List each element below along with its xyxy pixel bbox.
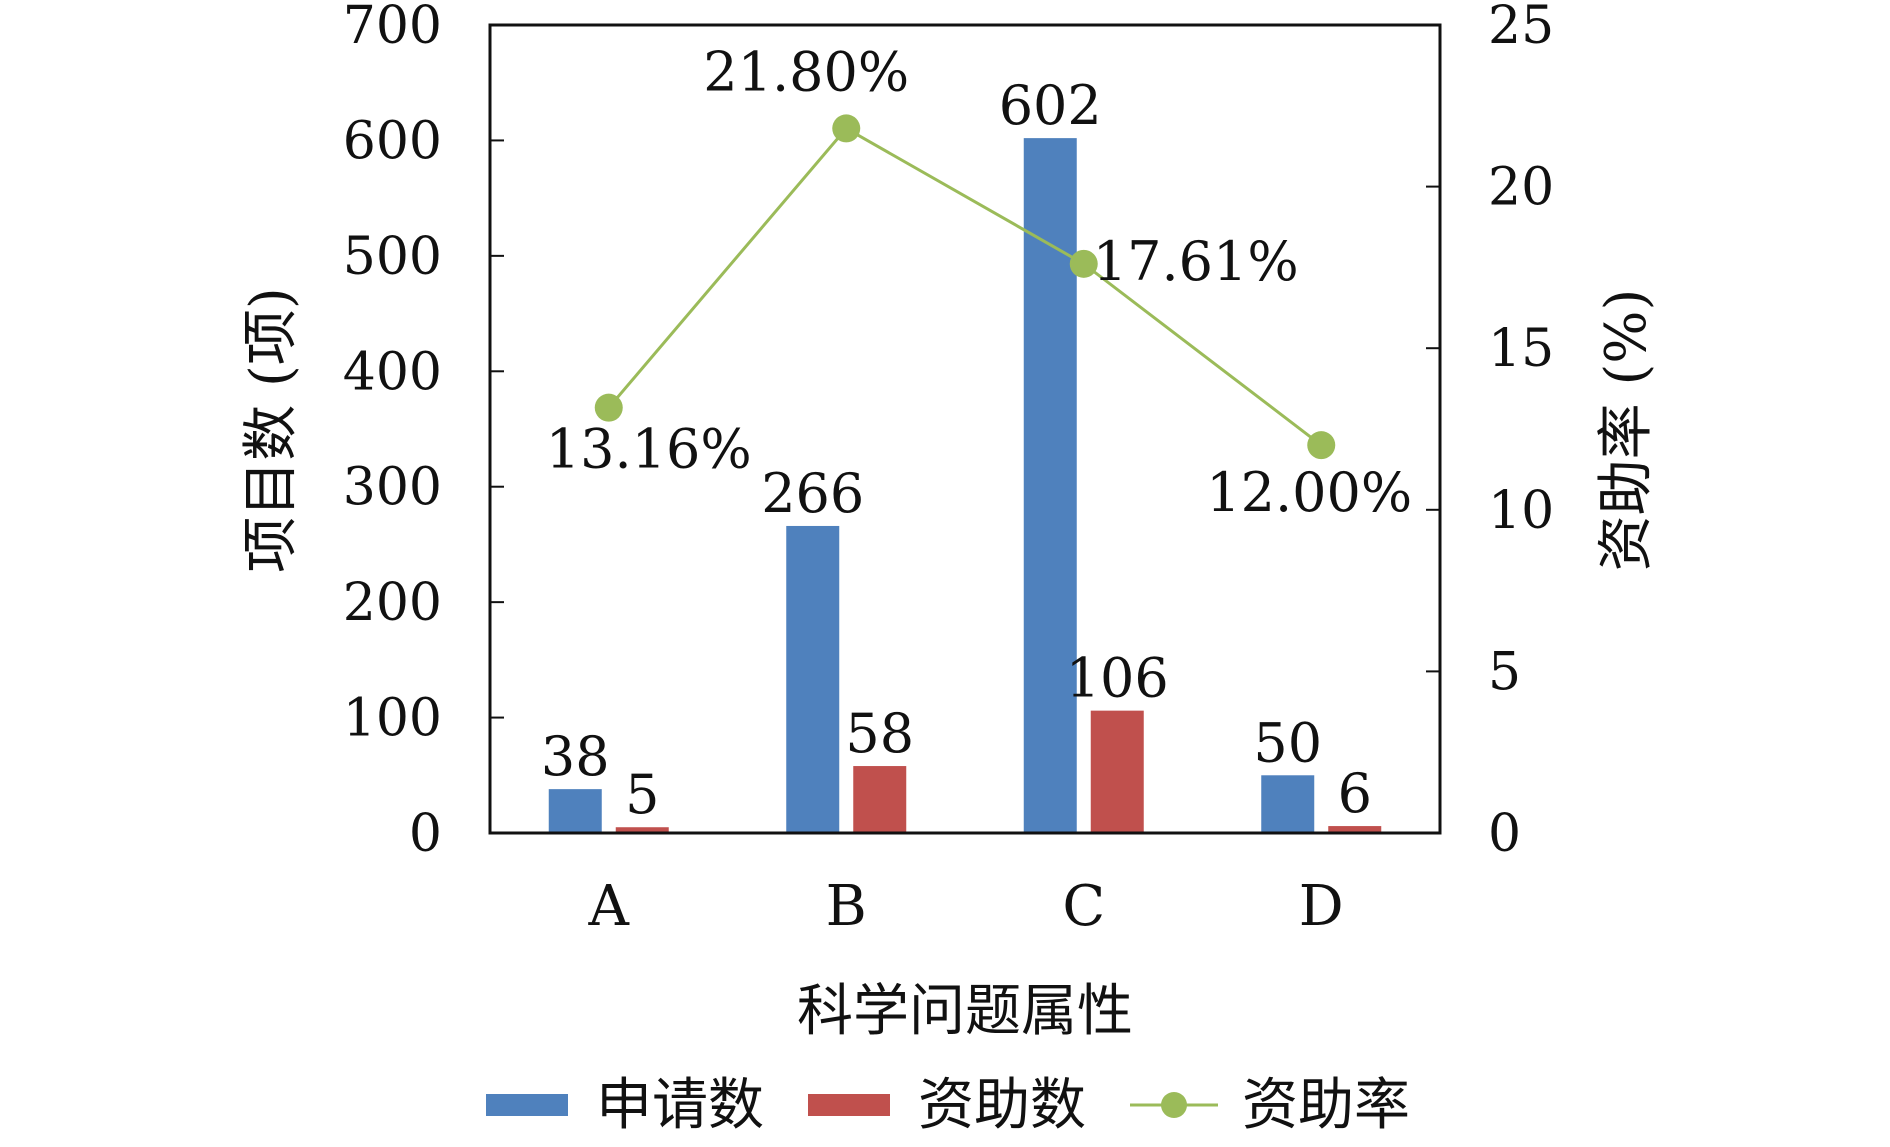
line-layer [594, 114, 1336, 460]
left-tick-label-400: 400 [343, 342, 442, 402]
bar-applications-A [548, 789, 602, 833]
bars-layer [548, 138, 1382, 833]
legend-swatch-marker-rate [1161, 1092, 1187, 1118]
x-axis-title: 科学问题属性 [797, 979, 1133, 1044]
x-axis-ticks: A B C D [588, 874, 1344, 939]
bar-funded-A [615, 827, 669, 833]
bar-applications-D [1261, 775, 1315, 833]
data-label-applications-A: 38 [541, 725, 610, 788]
bar-funded-B [853, 766, 907, 833]
data-labels: 385 266 58 602 106 50 6 13.16% 21.80% 17.61% 12.00… [541, 40, 1412, 826]
data-label-rate-A: 13.16% [546, 418, 752, 481]
data-label-applications-D: 50 [1253, 711, 1322, 774]
legend-label-rate: 资助率 [1242, 1073, 1410, 1138]
right-tick-label-15: 15 [1488, 319, 1554, 379]
data-label-funded-C: 106 [1066, 647, 1169, 710]
left-tick-label-200: 200 [343, 573, 442, 633]
x-tick-label-D: D [1299, 874, 1344, 939]
data-label-applications-C: 602 [999, 74, 1102, 137]
right-tick-label-0: 0 [1488, 804, 1521, 864]
left-tick-label-100: 100 [343, 689, 442, 749]
right-tick-label-25: 25 [1488, 0, 1554, 56]
bar-applications-B [786, 525, 840, 833]
data-label-applications-B: 266 [761, 462, 864, 525]
left-tick-label-500: 500 [343, 227, 442, 287]
left-axis-ticks: 0 100 200 300 400 500 600 700 [343, 0, 504, 864]
data-label-rate-D: 12.00% [1206, 461, 1412, 524]
y-axis-title-left: 项目数 (项) [239, 287, 304, 573]
rate-line [607, 126, 1323, 447]
data-label-rate-B: 21.80% [703, 40, 909, 103]
legend-label-applications: 申请数 [596, 1073, 764, 1138]
bar-funded-D [1328, 826, 1382, 833]
data-label-rate-C: 17.61% [1093, 230, 1299, 293]
data-label-funded-D: 6 [1338, 762, 1372, 825]
right-axis-ticks: 0 5 10 15 20 25 [1426, 0, 1554, 864]
legend-swatch-funded [808, 1094, 890, 1116]
bar-funded-C [1090, 710, 1144, 833]
legend-label-funded: 资助数 [918, 1073, 1086, 1138]
right-tick-label-10: 10 [1488, 481, 1554, 541]
left-tick-label-0: 0 [409, 804, 442, 864]
right-tick-label-20: 20 [1488, 158, 1554, 218]
plot-frame [488, 23, 1442, 835]
rate-point-A [594, 393, 623, 422]
x-tick-label-C: C [1062, 874, 1105, 939]
left-tick-label-300: 300 [343, 458, 442, 518]
left-tick-label-600: 600 [343, 111, 442, 171]
y-axis-title-right: 资助率 (%) [1594, 289, 1659, 572]
left-tick-label-700: 700 [343, 0, 442, 56]
data-label-funded-B: 58 [845, 702, 914, 765]
legend-swatch-applications [486, 1094, 568, 1116]
rate-point-C [1069, 249, 1098, 278]
rate-point-D [1307, 431, 1336, 460]
data-label-funded-A: 5 [625, 763, 659, 826]
x-tick-label-B: B [826, 874, 867, 939]
x-tick-label-A: A [588, 874, 630, 939]
rate-point-B [832, 114, 861, 143]
right-tick-label-5: 5 [1488, 642, 1521, 702]
legend: 申请数 资助数 资助率 [486, 1073, 1410, 1138]
bar-applications-C [1023, 138, 1077, 833]
